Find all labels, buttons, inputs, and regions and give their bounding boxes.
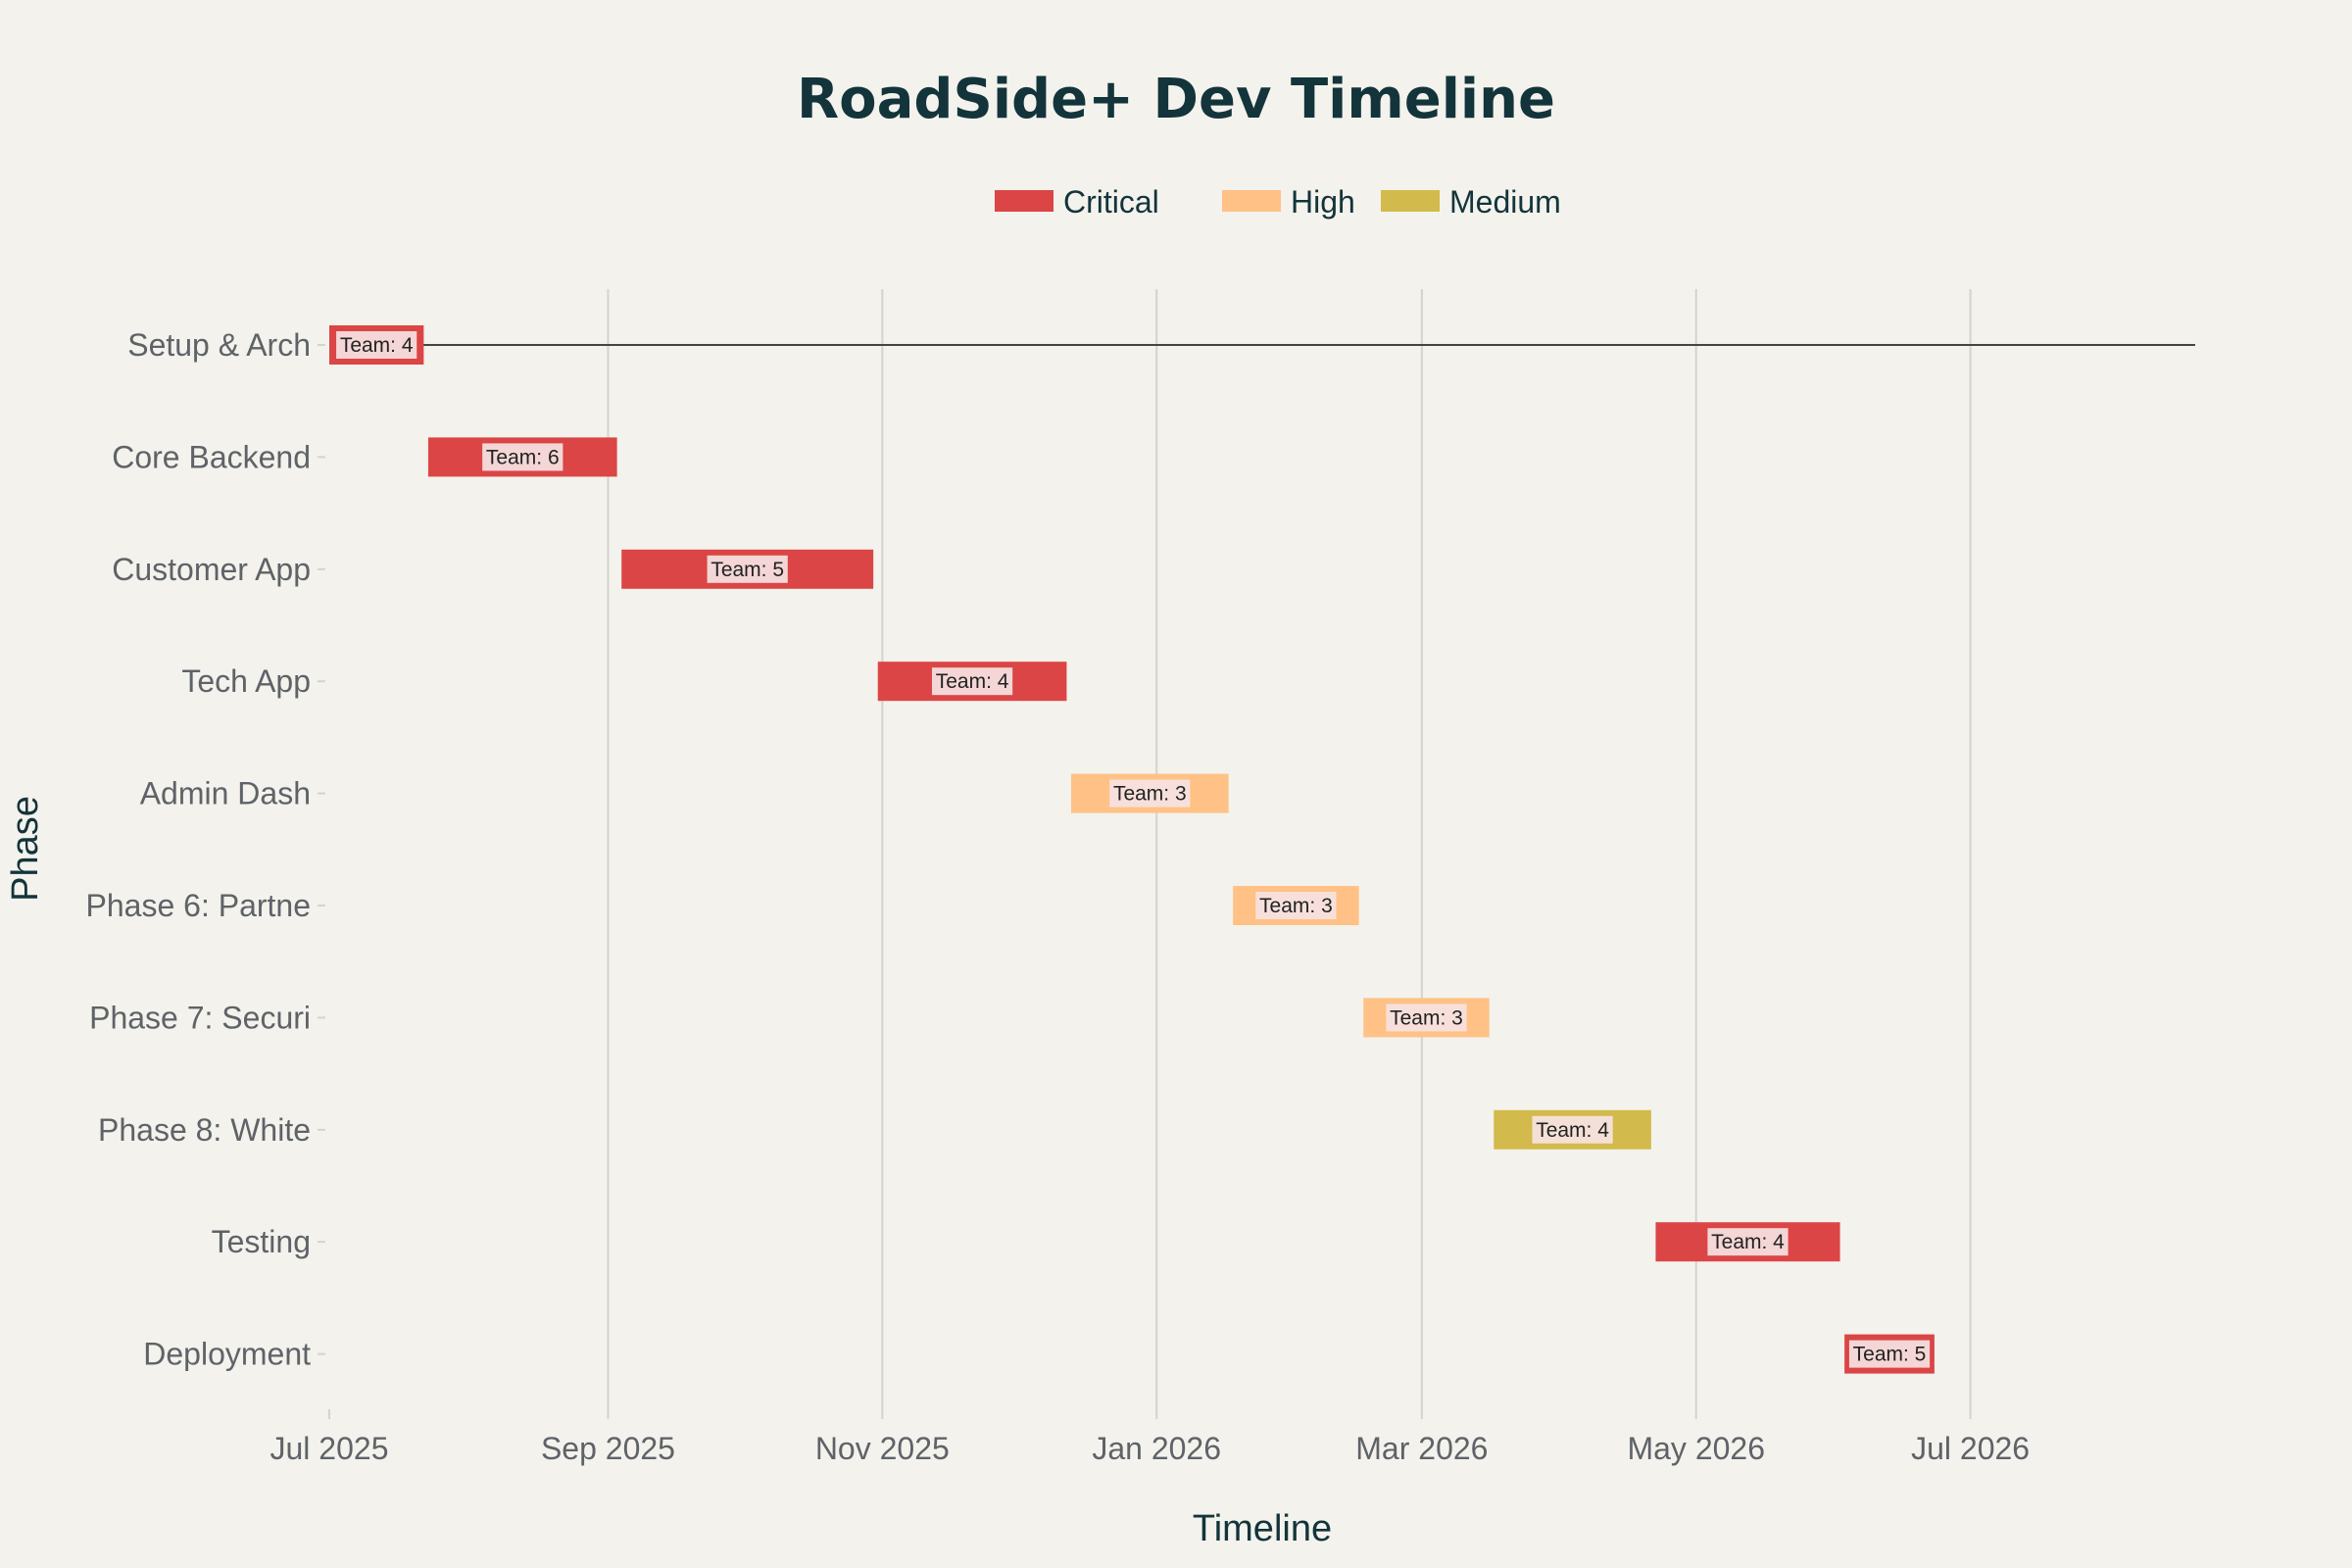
chart-title: RoadSide+ Dev Timeline: [797, 68, 1555, 131]
legend-label-medium: Medium: [1449, 184, 1561, 220]
legend-label-critical: Critical: [1063, 184, 1159, 220]
bar-label: Team: 5: [710, 559, 784, 581]
bar-label-background: [707, 555, 788, 583]
x-tick-label: Jul 2025: [270, 1431, 389, 1466]
legend-label-high: High: [1291, 184, 1355, 220]
bar-label: Team: 4: [1536, 1119, 1609, 1142]
y-tick-label: Testing: [212, 1224, 311, 1259]
legend-swatch-medium: [1381, 190, 1440, 212]
bar-label: Team: 4: [936, 670, 1009, 693]
x-tick-label: Nov 2025: [815, 1431, 950, 1466]
bar-label-background: [1848, 1340, 1931, 1368]
bar-label-background: [1109, 779, 1191, 808]
y-tick-label: Customer App: [112, 552, 311, 587]
y-tick-label: Setup & Arch: [127, 327, 311, 363]
bar-label-background: [1255, 892, 1337, 919]
y-axis-ticks: Setup & Arch Core Backend Customer App Tech…: [86, 327, 325, 1372]
x-tick-label: Jan 2026: [1092, 1431, 1221, 1466]
bar-label-background: [931, 667, 1013, 696]
y-tick-label: Phase 7: Securi: [89, 1000, 311, 1035]
bar-label-background: [336, 331, 417, 359]
x-axis-ticks: Jul 2025 Sep 2025 Nov 2025 Jan 2026 Mar 2026…: [270, 1409, 2030, 1466]
bar-label: Team: 4: [1711, 1231, 1785, 1253]
x-tick-label: May 2026: [1627, 1431, 1765, 1466]
y-tick-label: Phase 6: Partne: [86, 888, 311, 923]
y-tick-label: Phase 8: White: [98, 1112, 311, 1148]
bar-label-background: [1386, 1004, 1467, 1032]
bar-label-background: [482, 443, 564, 471]
bar-label-background: [1532, 1115, 1613, 1144]
legend: Critical High Medium: [995, 184, 1561, 220]
legend-swatch-high: [1222, 190, 1281, 212]
bar-label: Team: 3: [1113, 783, 1187, 806]
y-tick-label: Tech App: [181, 663, 311, 699]
y-axis-title: Phase: [5, 796, 46, 902]
x-tick-label: Jul 2026: [1911, 1431, 2030, 1466]
bars: Team: 4 Team: 6 Team: 5 Team: 4 Team: 3 Team:…: [329, 325, 1935, 1374]
legend-swatch-critical: [995, 190, 1054, 212]
bar-label: Team: 3: [1259, 895, 1333, 917]
y-tick-label: Admin Dash: [140, 776, 311, 811]
bar-label-background: [1707, 1228, 1788, 1256]
x-tick-label: Mar 2026: [1355, 1431, 1488, 1466]
bar-label: Team: 4: [340, 334, 414, 357]
x-tick-label: Sep 2025: [541, 1431, 675, 1466]
grid: [607, 289, 1972, 1409]
y-tick-label: Deployment: [143, 1337, 311, 1372]
bar-label: Team: 5: [1853, 1344, 1927, 1366]
bar-label: Team: 3: [1390, 1006, 1463, 1029]
y-tick-label: Core Backend: [112, 439, 311, 474]
bar-label: Team: 6: [486, 446, 560, 468]
x-axis-title: Timeline: [1193, 1508, 1332, 1549]
